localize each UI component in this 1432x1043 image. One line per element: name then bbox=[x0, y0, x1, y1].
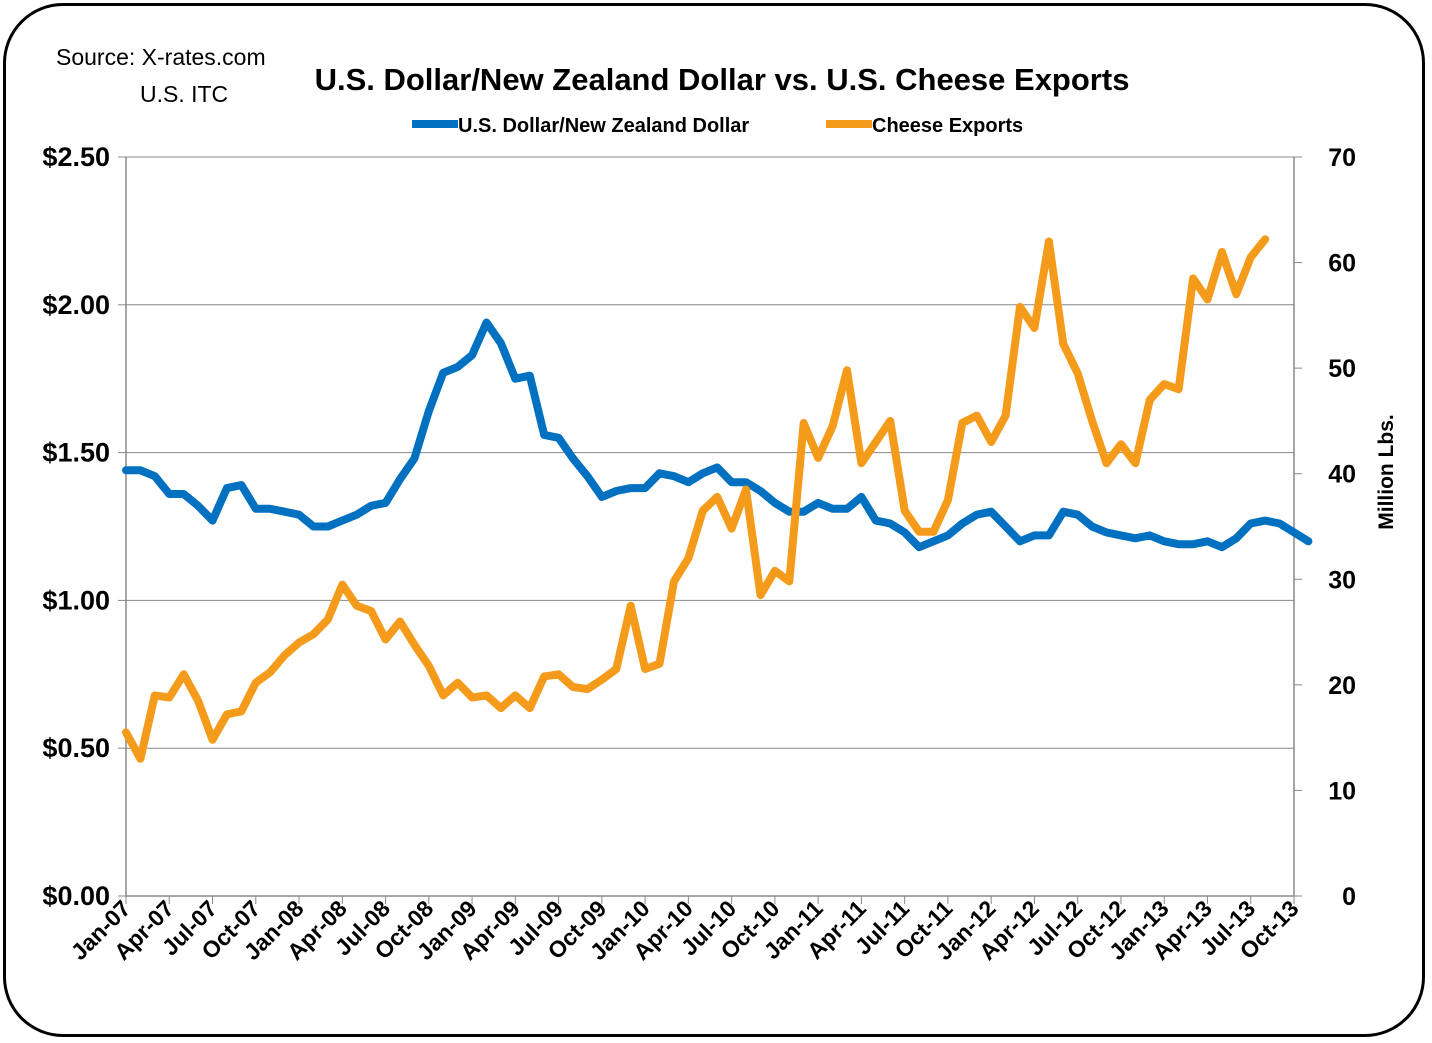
legend-label-cheese-exports: Cheese Exports bbox=[872, 115, 1023, 137]
series-lines bbox=[122, 235, 1313, 763]
y-right-tick-label: 60 bbox=[1328, 250, 1356, 278]
source-line-1: Source: X-rates.com bbox=[56, 44, 266, 70]
y-right-tick-label: 0 bbox=[1342, 883, 1356, 911]
y-right-tick-label: 50 bbox=[1328, 355, 1356, 383]
y-left-tick-label: $2.00 bbox=[42, 290, 110, 320]
y-left-tick-label: $1.50 bbox=[42, 438, 110, 468]
legend-label-usd-nzd: U.S. Dollar/New Zealand Dollar bbox=[458, 115, 749, 137]
legend: U.S. Dollar/New Zealand Dollar Cheese Ex… bbox=[412, 115, 1023, 137]
y-axis-right-ticks: 0 10 20 30 40 50 60 70 bbox=[1294, 144, 1356, 911]
axes bbox=[125, 157, 1295, 897]
y-left-tick-label: $0.50 bbox=[42, 733, 110, 763]
x-axis-ticks: Jan-07Apr-07Jul-07Oct-07Jan-08Apr-08Jul-… bbox=[66, 895, 1304, 965]
y-left-tick-label: $1.00 bbox=[42, 585, 110, 615]
y-right-tick-label: 20 bbox=[1328, 672, 1356, 700]
y-right-tick-label: 10 bbox=[1328, 777, 1356, 805]
series-line-usd-nzd bbox=[122, 318, 1313, 552]
chart-title: U.S. Dollar/New Zealand Dollar vs. U.S. … bbox=[315, 62, 1130, 97]
source-line-2: U.S. ITC bbox=[140, 81, 228, 107]
y-right-tick-label: 30 bbox=[1328, 566, 1356, 594]
y-left-tick-label: $0.00 bbox=[42, 881, 110, 911]
chart-frame bbox=[3, 3, 1425, 1037]
y-axis-right-label: Million Lbs. bbox=[1375, 414, 1398, 530]
y-left-tick-label: $2.50 bbox=[42, 142, 110, 172]
series-line-cheese-exports bbox=[122, 235, 1270, 763]
y-right-tick-label: 70 bbox=[1328, 144, 1356, 172]
y-right-tick-label: 40 bbox=[1328, 461, 1356, 489]
y-axis-left-ticks: $0.00 $0.50 $1.00 $1.50 $2.00 $2.50 bbox=[42, 142, 126, 911]
